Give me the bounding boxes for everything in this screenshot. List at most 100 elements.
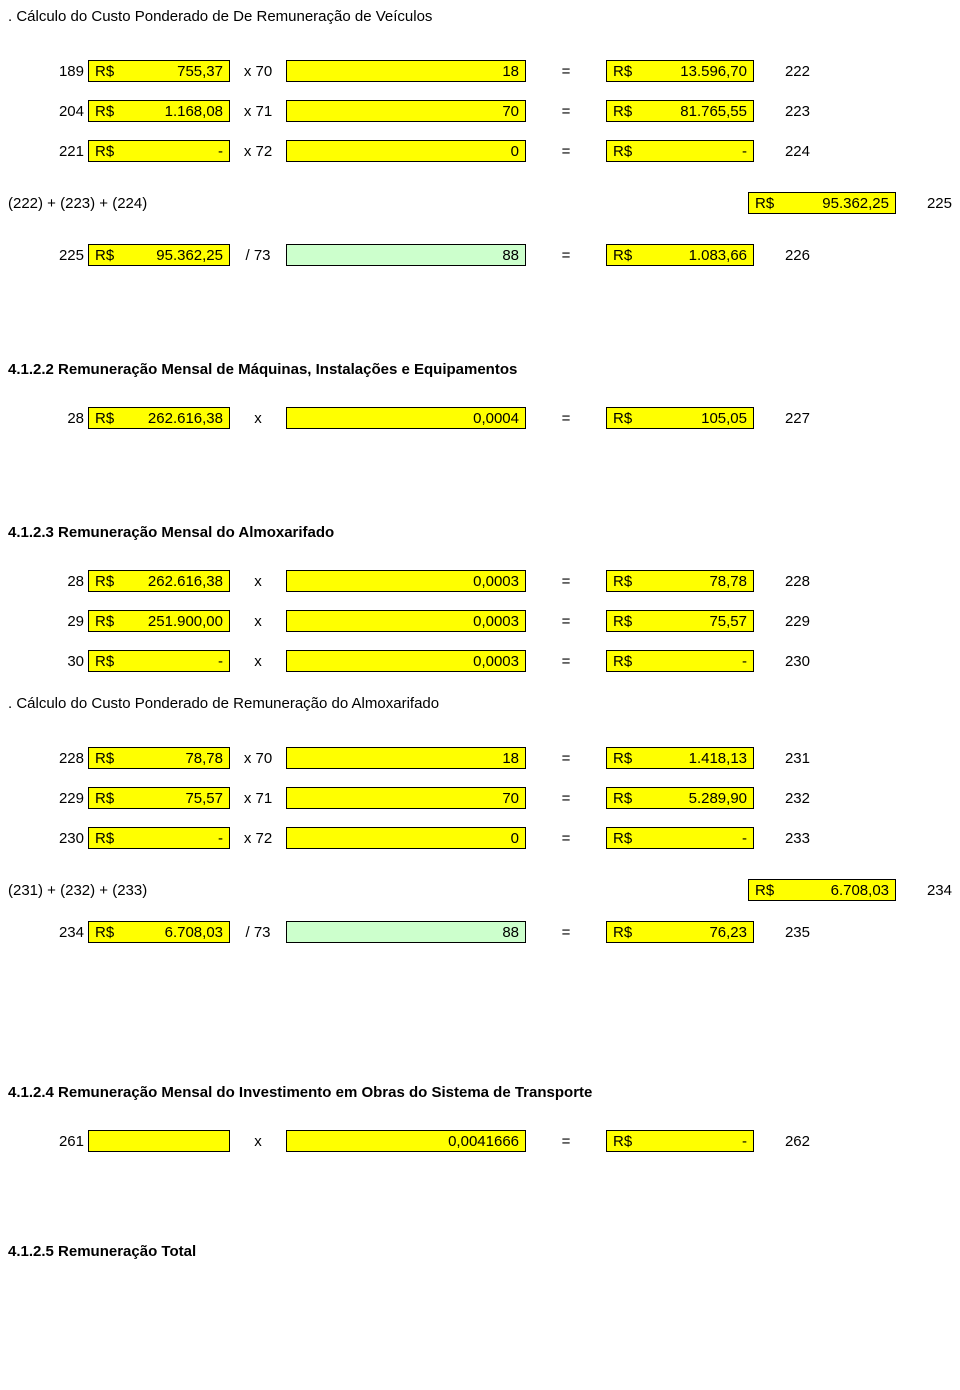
left-value-cell: R$78,78 [88, 747, 230, 769]
equals-sign: = [526, 573, 606, 590]
result-cell: R$- [606, 650, 754, 672]
multiplier-cell: 0,0041666 [286, 1130, 526, 1152]
operator: x 72 [230, 830, 286, 847]
sum-label: (231) + (232) + (233) [8, 882, 147, 899]
multiplier-cell: 0 [286, 140, 526, 162]
result-cell: R$5.289,90 [606, 787, 754, 809]
trail-number: 230 [754, 653, 810, 670]
trail-number: 225 [896, 195, 952, 212]
multiplier-cell: 0,0003 [286, 650, 526, 672]
divisor-cell: 88 [286, 921, 526, 943]
trail-number: 233 [754, 830, 810, 847]
operator: x [230, 653, 286, 670]
calc-row: 221 R$- x 72 0 = R$- 224 [8, 139, 952, 163]
equals-sign: = [526, 410, 606, 427]
operator: x 71 [230, 103, 286, 120]
multiplier-cell: 70 [286, 100, 526, 122]
result-cell: R$- [606, 827, 754, 849]
lead-number: 28 [44, 573, 88, 590]
result-cell: R$75,57 [606, 610, 754, 632]
trail-number: 232 [754, 790, 810, 807]
calc-row: 29 R$251.900,00 x 0,0003 = R$75,57 229 [8, 609, 952, 633]
calc-row: 28 R$262.616,38 x 0,0003 = R$78,78 228 [8, 569, 952, 593]
left-value-cell: R$- [88, 140, 230, 162]
result-cell: R$78,78 [606, 570, 754, 592]
trail-number: 228 [754, 573, 810, 590]
left-value-cell: R$251.900,00 [88, 610, 230, 632]
equals-sign: = [526, 103, 606, 120]
lead-number: 228 [44, 750, 88, 767]
calc-row: 261 x 0,0041666 = R$- 262 [8, 1129, 952, 1153]
trail-number: 224 [754, 143, 810, 160]
section-heading: . Cálculo do Custo Ponderado de Remunera… [8, 695, 952, 712]
left-value-cell: R$262.616,38 [88, 570, 230, 592]
equals-sign: = [526, 924, 606, 941]
calc-row: 234 R$6.708,03 / 73 88 = R$76,23 235 [8, 920, 952, 944]
result-cell: R$105,05 [606, 407, 754, 429]
lead-number: 230 [44, 830, 88, 847]
result-cell: R$95.362,25 [748, 192, 896, 214]
multiplier-cell: 18 [286, 60, 526, 82]
left-value-cell: R$75,57 [88, 787, 230, 809]
lead-number: 261 [44, 1133, 88, 1150]
section-heading: 4.1.2.2 Remuneração Mensal de Máquinas, … [8, 361, 952, 378]
operator: x [230, 613, 286, 630]
trail-number: 226 [754, 247, 810, 264]
lead-number: 234 [44, 924, 88, 941]
multiplier-cell: 0,0003 [286, 570, 526, 592]
result-cell: R$13.596,70 [606, 60, 754, 82]
result-cell: R$81.765,55 [606, 100, 754, 122]
result-cell: R$1.418,13 [606, 747, 754, 769]
multiplier-cell: 70 [286, 787, 526, 809]
trail-number: 231 [754, 750, 810, 767]
calc-row: 204 R$1.168,08 x 71 70 = R$81.765,55 223 [8, 99, 952, 123]
sum-row: (231) + (232) + (233) R$6.708,03 234 [8, 878, 952, 902]
left-value-cell: R$- [88, 650, 230, 672]
calc-row: 229 R$75,57 x 71 70 = R$5.289,90 232 [8, 786, 952, 810]
calc-row: 230 R$- x 72 0 = R$- 233 [8, 826, 952, 850]
result-cell: R$- [606, 140, 754, 162]
equals-sign: = [526, 830, 606, 847]
operator: x 70 [230, 750, 286, 767]
section-heading: 4.1.2.5 Remuneração Total [8, 1243, 952, 1260]
operator: x [230, 1133, 286, 1150]
operator: x 71 [230, 790, 286, 807]
left-value-cell: R$6.708,03 [88, 921, 230, 943]
lead-number: 204 [44, 103, 88, 120]
trail-number: 235 [754, 924, 810, 941]
equals-sign: = [526, 143, 606, 160]
left-value-cell: R$262.616,38 [88, 407, 230, 429]
operator: x 70 [230, 63, 286, 80]
trail-number: 229 [754, 613, 810, 630]
section-heading: . Cálculo do Custo Ponderado de De Remun… [8, 8, 952, 25]
lead-number: 29 [44, 613, 88, 630]
operator: x 72 [230, 143, 286, 160]
left-value-cell: R$755,37 [88, 60, 230, 82]
result-cell: R$- [606, 1130, 754, 1152]
trail-number: 222 [754, 63, 810, 80]
equals-sign: = [526, 653, 606, 670]
equals-sign: = [526, 1133, 606, 1150]
sum-label: (222) + (223) + (224) [8, 195, 147, 212]
trail-number: 234 [896, 882, 952, 899]
trail-number: 227 [754, 410, 810, 427]
lead-number: 189 [44, 63, 88, 80]
lead-number: 221 [44, 143, 88, 160]
left-value-cell [88, 1130, 230, 1152]
lead-number: 229 [44, 790, 88, 807]
trail-number: 223 [754, 103, 810, 120]
calc-row: 228 R$78,78 x 70 18 = R$1.418,13 231 [8, 746, 952, 770]
result-cell: R$1.083,66 [606, 244, 754, 266]
multiplier-cell: 0,0003 [286, 610, 526, 632]
equals-sign: = [526, 750, 606, 767]
section-heading: 4.1.2.3 Remuneração Mensal do Almoxarifa… [8, 524, 952, 541]
calc-row: 225 R$95.362,25 / 73 88 = R$1.083,66 226 [8, 243, 952, 267]
trail-number: 262 [754, 1133, 810, 1150]
equals-sign: = [526, 63, 606, 80]
section-heading: 4.1.2.4 Remuneração Mensal do Investimen… [8, 1084, 952, 1101]
operator: / 73 [230, 924, 286, 941]
left-value-cell: R$1.168,08 [88, 100, 230, 122]
result-cell: R$6.708,03 [748, 879, 896, 901]
sum-row: (222) + (223) + (224) R$95.362,25 225 [8, 191, 952, 215]
lead-number: 30 [44, 653, 88, 670]
